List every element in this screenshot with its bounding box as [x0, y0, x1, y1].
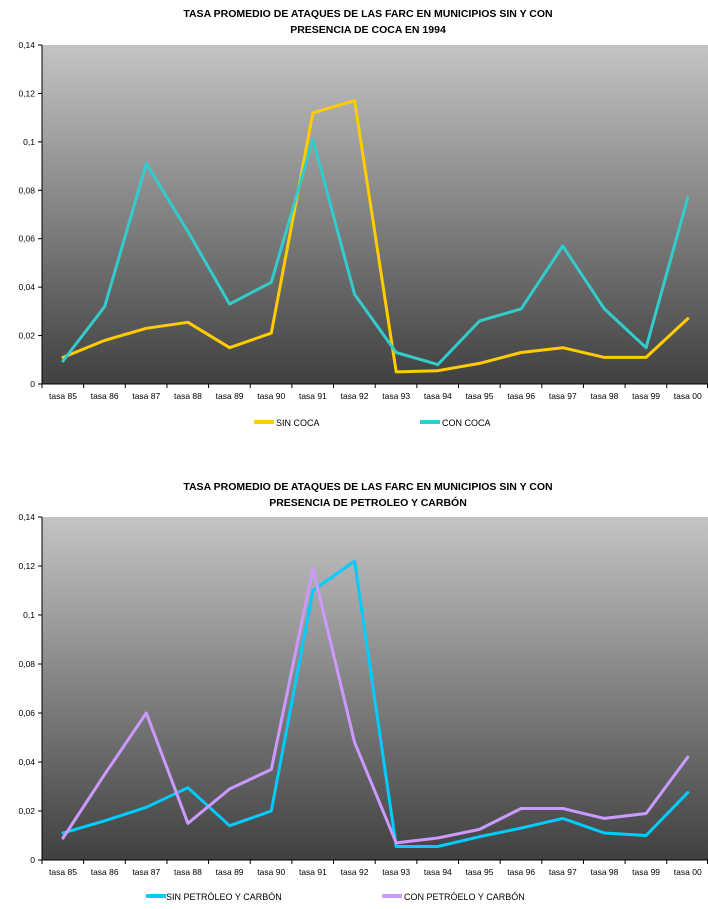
x-tick-label: tasa 00	[674, 867, 702, 877]
chart-petroleo: TASA PROMEDIO DE ATAQUES DE LAS FARC EN …	[18, 481, 708, 902]
y-tick-label: 0	[30, 855, 35, 865]
x-tick-label: tasa 86	[91, 867, 119, 877]
chart-coca: TASA PROMEDIO DE ATAQUES DE LAS FARC EN …	[18, 8, 708, 428]
x-tick-label: tasa 88	[174, 867, 202, 877]
x-tick-label: tasa 85	[49, 867, 77, 877]
x-tick-label: tasa 98	[591, 867, 619, 877]
x-tick-label: tasa 92	[341, 391, 369, 401]
x-tick-label: tasa 89	[216, 867, 244, 877]
legend-label: CON PETRÓELO Y CARBÓN	[404, 892, 525, 902]
x-tick-label: tasa 93	[382, 391, 410, 401]
x-tick-label: tasa 86	[91, 391, 119, 401]
y-tick-label: 0,04	[18, 282, 35, 292]
y-tick-label: 0	[30, 379, 35, 389]
y-tick-label: 0,14	[18, 40, 35, 50]
x-tick-label: tasa 85	[49, 391, 77, 401]
series-line-1	[61, 99, 690, 374]
series-line-2	[61, 137, 690, 367]
y-tick-label: 0,1	[23, 137, 35, 147]
legend-label: SIN PETRÓLEO Y CARBÓN	[166, 892, 282, 902]
y-tick-label: 0,08	[18, 659, 35, 669]
x-tick-label: tasa 95	[466, 391, 494, 401]
plot-area	[42, 45, 708, 384]
legend-label: SIN COCA	[276, 418, 320, 428]
x-tick-label: tasa 91	[299, 867, 327, 877]
legend-label: CON COCA	[442, 418, 491, 428]
x-tick-label: tasa 94	[424, 867, 452, 877]
x-tick-label: tasa 89	[216, 391, 244, 401]
x-tick-label: tasa 91	[299, 391, 327, 401]
y-tick-label: 0,12	[18, 561, 35, 571]
x-tick-label: tasa 92	[341, 867, 369, 877]
chart-subtitle: PRESENCIA DE PETROLEO Y CARBÓN	[269, 496, 467, 509]
x-tick-label: tasa 99	[632, 867, 660, 877]
y-tick-label: 0,14	[18, 512, 35, 522]
x-tick-label: tasa 96	[507, 391, 535, 401]
x-tick-label: tasa 88	[174, 391, 202, 401]
chart-title: TASA PROMEDIO DE ATAQUES DE LAS FARC EN …	[183, 481, 552, 493]
series-line-2	[61, 567, 690, 845]
legend: SIN COCA CON COCA	[254, 418, 491, 428]
x-tick-label: tasa 90	[257, 867, 285, 877]
y-tick-label: 0,08	[18, 185, 35, 195]
x-tick-label: tasa 87	[132, 391, 160, 401]
x-tick-label: tasa 98	[591, 391, 619, 401]
y-tick-label: 0,06	[18, 708, 35, 718]
x-tick-label: tasa 97	[549, 391, 577, 401]
x-tick-label: tasa 93	[382, 867, 410, 877]
legend: SIN PETRÓLEO Y CARBÓN CON PETRÓELO Y CAR…	[146, 892, 525, 902]
x-tick-label: tasa 96	[507, 867, 535, 877]
y-tick-label: 0,02	[18, 331, 35, 341]
x-tick-label: tasa 87	[132, 867, 160, 877]
x-tick-label: tasa 97	[549, 867, 577, 877]
x-tick-label: tasa 99	[632, 391, 660, 401]
x-tick-label: tasa 94	[424, 391, 452, 401]
y-tick-label: 0,02	[18, 806, 35, 816]
chart-subtitle: PRESENCIA DE COCA EN 1994	[290, 24, 446, 36]
x-tick-label: tasa 90	[257, 391, 285, 401]
y-tick-label: 0,12	[18, 88, 35, 98]
x-tick-label: tasa 95	[466, 867, 494, 877]
y-tick-label: 0,1	[23, 610, 35, 620]
y-tick-label: 0,06	[18, 234, 35, 244]
series-line-1	[61, 559, 690, 848]
chart-title: TASA PROMEDIO DE ATAQUES DE LAS FARC EN …	[183, 8, 552, 20]
x-tick-label: tasa 00	[674, 391, 702, 401]
y-tick-label: 0,04	[18, 757, 35, 767]
